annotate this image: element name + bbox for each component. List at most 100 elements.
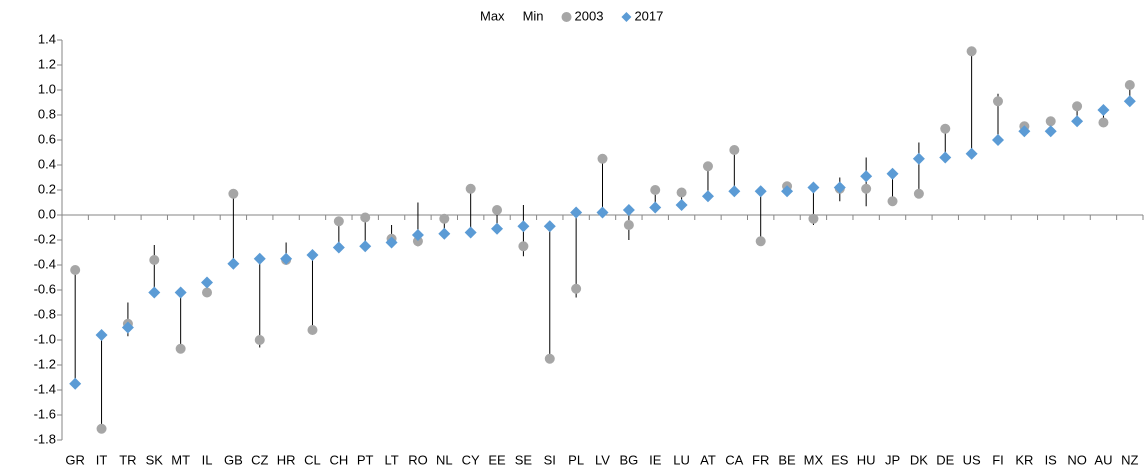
x-tick-label: LT (384, 452, 398, 467)
y-tick-label: 1.4 (38, 31, 56, 46)
point-2003 (992, 96, 1003, 107)
point-2017 (860, 170, 873, 183)
point-2003 (729, 145, 740, 155)
point-2003 (254, 335, 265, 345)
point-2017 (701, 190, 714, 203)
point-2003 (96, 423, 107, 434)
x-tick-label: TR (119, 452, 136, 467)
y-tick-label: -0.2 (34, 231, 56, 246)
legend-marker (621, 12, 632, 22)
x-tick-label: HR (277, 452, 296, 467)
point-2017 (754, 185, 767, 198)
point-2017 (939, 151, 952, 164)
y-tick-label: -1.2 (34, 356, 56, 371)
y-tick-label: -1.4 (34, 381, 56, 396)
point-2003 (571, 283, 582, 294)
y-tick-label: -1.6 (34, 406, 56, 421)
legend-label: 2003 (575, 8, 604, 23)
x-tick-label: IE (649, 452, 662, 467)
point-2017 (728, 185, 741, 198)
x-tick-label: SK (146, 452, 164, 467)
x-tick-label: RO (408, 452, 428, 467)
legend-label: 2017 (634, 8, 663, 23)
y-tick-label: 0.8 (38, 106, 56, 121)
x-tick-label: JP (885, 452, 900, 467)
point-2017 (543, 220, 556, 233)
point-2017 (464, 226, 477, 239)
point-2017 (781, 185, 794, 198)
x-tick-label: CL (304, 452, 321, 467)
x-tick-label: SE (515, 452, 533, 467)
point-2003 (623, 220, 634, 230)
point-2017 (622, 204, 635, 216)
point-2017 (253, 252, 266, 265)
point-2017 (1018, 125, 1031, 138)
point-2017 (807, 181, 820, 194)
y-tick-label: 0.6 (38, 131, 56, 146)
x-tick-label: MX (804, 452, 824, 467)
point-2003 (465, 183, 476, 194)
point-2017 (1123, 95, 1136, 108)
point-2003 (597, 153, 608, 164)
point-2017 (965, 147, 978, 160)
point-2003 (676, 187, 687, 198)
x-tick-label: KR (1015, 452, 1033, 467)
point-2017 (1044, 125, 1057, 138)
y-tick-label: -0.6 (34, 281, 56, 296)
point-2003 (307, 325, 318, 335)
x-tick-label: SI (544, 452, 556, 467)
x-tick-label: NZ (1121, 452, 1138, 467)
x-tick-label: DE (936, 452, 954, 467)
x-tick-label: PT (357, 452, 374, 467)
point-2017 (411, 229, 424, 241)
x-tick-label: GR (65, 452, 85, 467)
x-tick-label: NL (436, 452, 453, 467)
x-tick-label: HU (857, 452, 876, 467)
y-tick-label: -1.0 (34, 331, 56, 346)
x-tick-label: PL (568, 452, 584, 467)
point-2003 (360, 212, 371, 223)
point-2003 (149, 255, 160, 265)
x-tick-label: AU (1094, 452, 1112, 467)
point-2017 (385, 236, 398, 249)
x-tick-label: EE (488, 452, 506, 467)
point-2017 (491, 222, 504, 235)
y-tick-label: -0.4 (34, 256, 56, 271)
point-2003 (202, 287, 213, 298)
point-2017 (570, 206, 583, 219)
point-2003 (518, 241, 529, 252)
point-2003 (1045, 116, 1056, 127)
point-2017 (1071, 115, 1084, 128)
point-2003 (808, 213, 819, 224)
point-2003 (439, 213, 450, 224)
point-2017 (306, 249, 319, 261)
point-2003 (940, 123, 951, 134)
x-tick-label: CZ (251, 452, 268, 467)
x-tick-label: LU (673, 452, 690, 467)
point-2017 (438, 227, 451, 240)
point-2003 (650, 185, 661, 195)
point-2003 (1072, 101, 1083, 112)
y-tick-label: -0.8 (34, 306, 56, 321)
x-tick-label: AT (700, 452, 716, 467)
point-2003 (175, 343, 186, 354)
point-2017 (332, 241, 345, 254)
x-tick-label: CA (725, 452, 743, 467)
x-tick-label: MT (171, 452, 190, 467)
point-2003 (1124, 80, 1135, 90)
x-tick-label: CY (462, 452, 480, 467)
point-2017 (69, 377, 82, 390)
point-2003 (887, 196, 898, 207)
y-tick-label: 1.0 (38, 81, 56, 96)
point-2003 (913, 188, 924, 199)
point-2003 (70, 265, 81, 275)
point-2017 (912, 152, 925, 165)
x-tick-label: IL (202, 452, 213, 467)
x-tick-label: BG (619, 452, 638, 467)
point-2003 (228, 188, 239, 199)
point-2003 (333, 216, 344, 227)
y-tick-label: -1.8 (34, 431, 56, 446)
point-2003 (544, 353, 555, 364)
x-tick-label: NO (1067, 452, 1087, 467)
